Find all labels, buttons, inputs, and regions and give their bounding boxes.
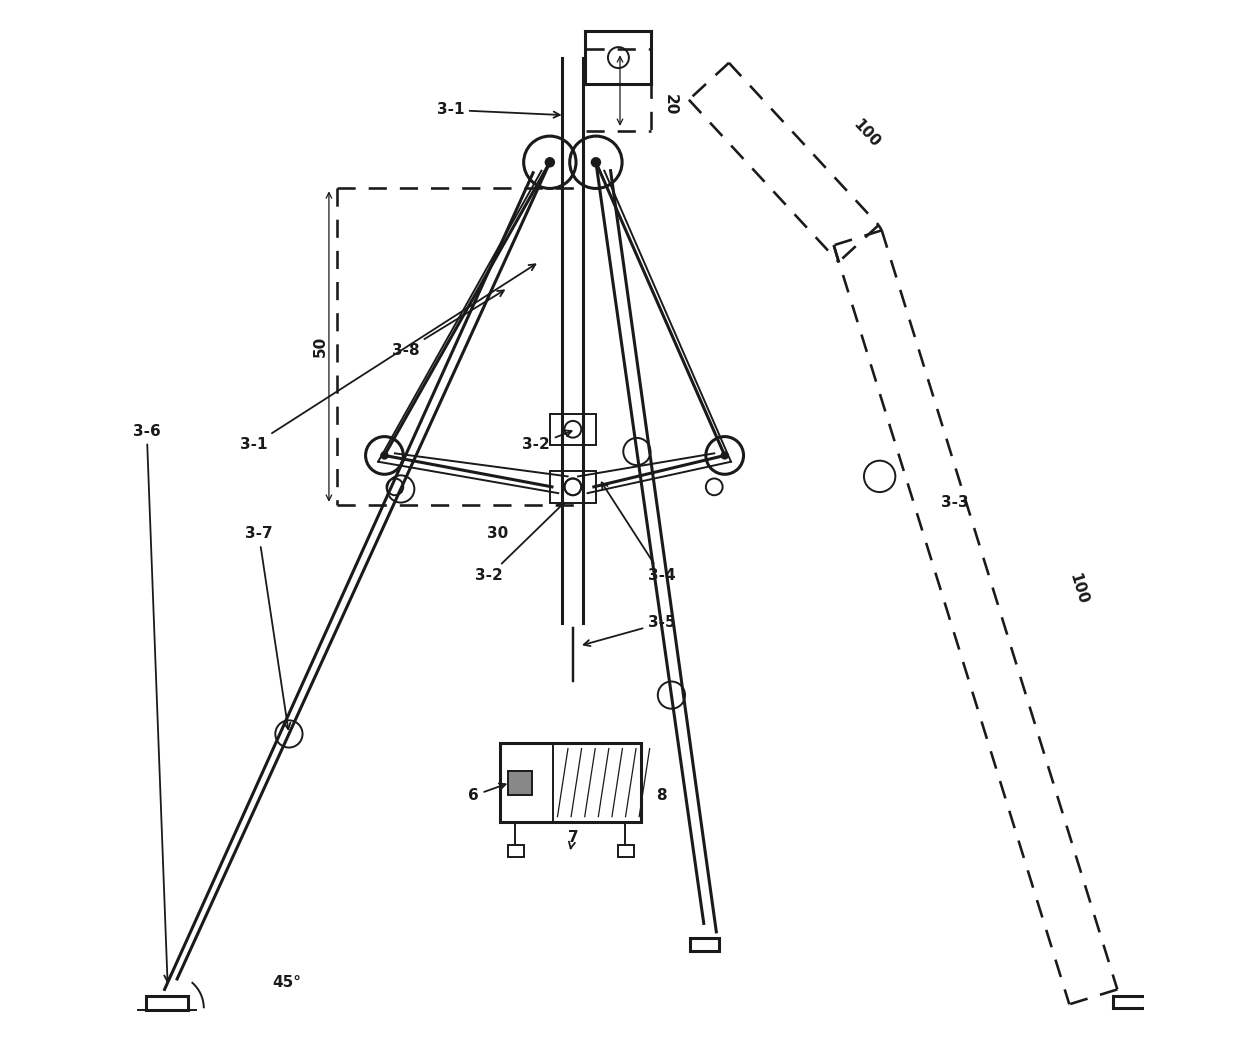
- Bar: [549, 414, 596, 445]
- Text: 3-2: 3-2: [522, 430, 572, 452]
- Bar: [618, 845, 634, 857]
- Bar: [549, 471, 596, 503]
- Text: 3-1: 3-1: [436, 103, 559, 117]
- Text: 30: 30: [487, 527, 508, 541]
- Circle shape: [590, 157, 601, 168]
- Text: 3-5: 3-5: [584, 616, 676, 646]
- Bar: [500, 743, 641, 822]
- Text: 45°: 45°: [273, 975, 301, 989]
- Bar: [1114, 996, 1145, 1008]
- Text: 3-1: 3-1: [239, 264, 536, 452]
- Text: 50: 50: [312, 336, 329, 357]
- Circle shape: [720, 451, 729, 460]
- Text: 3-4: 3-4: [601, 483, 676, 583]
- Text: 20: 20: [662, 94, 678, 115]
- Text: 3-6: 3-6: [133, 424, 170, 981]
- Text: 3-3: 3-3: [941, 495, 968, 510]
- Bar: [146, 996, 187, 1010]
- Text: 7: 7: [568, 830, 578, 848]
- Circle shape: [381, 451, 388, 460]
- Text: 3-8: 3-8: [392, 290, 503, 358]
- Bar: [508, 845, 523, 857]
- Text: 100: 100: [1066, 572, 1090, 606]
- Text: 3-2: 3-2: [475, 503, 564, 583]
- Text: 3-7: 3-7: [246, 527, 290, 729]
- Bar: [508, 771, 532, 795]
- Text: 6: 6: [467, 783, 506, 803]
- Bar: [691, 938, 719, 951]
- Circle shape: [544, 157, 556, 168]
- Text: 8: 8: [656, 788, 667, 803]
- Text: 100: 100: [851, 116, 883, 151]
